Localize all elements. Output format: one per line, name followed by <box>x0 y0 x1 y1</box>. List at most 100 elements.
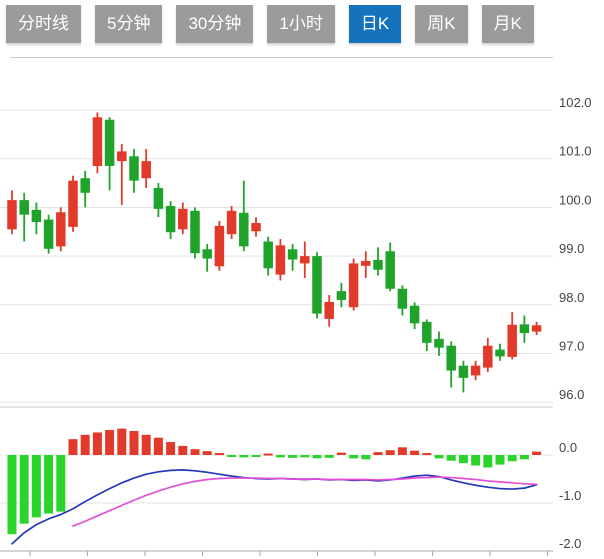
candle-13-down <box>153 183 164 218</box>
candle-28-down <box>336 282 347 308</box>
macd-histogram-bar-40-down <box>483 455 493 468</box>
candle-11-down <box>129 148 139 193</box>
candle-9-down <box>104 117 115 191</box>
macd-histogram-bar-12-up <box>141 434 151 455</box>
tab-2-item[interactable]: 5分钟 <box>95 5 163 43</box>
candle-29-up <box>348 258 359 311</box>
macd-histogram-bar-25-down <box>300 455 310 458</box>
kline-chart: 102.0 101.0 100.0 99.0 98.0 97.0 96.0 0.0 -1.0 -… <box>0 53 592 556</box>
candle-body <box>251 222 261 232</box>
tab-7-item[interactable]: 月K <box>481 5 534 43</box>
price-label-98.0: 98.0 <box>559 290 584 305</box>
candle-body <box>422 321 432 343</box>
price-axis-labels: 102.0 101.0 100.0 99.0 98.0 97.0 96.0 <box>559 95 592 402</box>
macd-lines <box>11 469 538 545</box>
macd-histogram-bar-42-down <box>507 455 517 462</box>
candle-body <box>117 151 127 162</box>
candle-10-up <box>117 144 127 205</box>
macd-histogram-bar-5-down <box>56 455 66 512</box>
macd-histogram-bar-8-up <box>92 432 102 455</box>
main-chart-plot-area[interactable] <box>0 53 553 411</box>
candle-39-up <box>470 360 481 381</box>
x-axis <box>0 550 553 556</box>
macd-histogram-bar-15-up <box>178 445 188 455</box>
macd-histogram <box>7 428 542 535</box>
candle-body <box>190 210 200 254</box>
macd-histogram-bar-43-down <box>519 455 529 460</box>
candle-body <box>275 245 286 275</box>
candle-body <box>361 260 371 266</box>
candle-30-up <box>361 251 371 279</box>
candle-21-up <box>251 217 261 237</box>
price-label-99.0: 99.0 <box>559 241 584 256</box>
macd-histogram-bar-10-up <box>117 428 127 455</box>
candle-body <box>31 209 42 223</box>
candle-body <box>495 349 505 357</box>
candle-body <box>409 305 420 324</box>
macd-label-0.0: 0.0 <box>559 440 577 455</box>
tab-1-item[interactable]: 分时线 <box>6 5 81 43</box>
candle-2-down <box>19 192 29 242</box>
macd-histogram-bar-14-up <box>166 442 176 455</box>
candle-body <box>19 200 29 215</box>
candle-body <box>7 200 17 230</box>
candle-body <box>141 161 151 179</box>
tab-4-item[interactable]: 1小时 <box>267 5 335 43</box>
price-label-101.0: 101.0 <box>559 144 592 159</box>
price-label-102.0: 102.0 <box>559 95 592 110</box>
candle-26-down <box>312 252 322 319</box>
candle-43-down <box>519 315 530 343</box>
candle-12-up <box>141 148 151 188</box>
candle-19-up <box>226 205 237 240</box>
candle-42-up <box>507 312 517 360</box>
candle-33-down <box>397 285 408 316</box>
macd-histogram-bar-44-up <box>532 451 542 455</box>
price-label-96.0: 96.0 <box>559 387 584 402</box>
macd-histogram-bar-22-up <box>263 453 273 456</box>
candle-body <box>92 117 103 167</box>
macd-histogram-bar-21-down <box>251 455 261 457</box>
macd-histogram-bar-23-down <box>275 455 285 458</box>
tab-6-item[interactable]: 周K <box>415 5 468 43</box>
candle-15-up <box>178 202 188 235</box>
macd-histogram-bar-39-down <box>471 455 481 466</box>
candle-1-up <box>7 190 17 235</box>
candle-body <box>324 301 334 319</box>
candle-body <box>129 156 139 181</box>
candle-32-down <box>385 242 395 292</box>
candle-body <box>507 324 517 357</box>
tab-3-item[interactable]: 30分钟 <box>176 5 254 43</box>
candle-22-down <box>263 236 273 276</box>
macd-histogram-bar-2-down <box>19 455 29 524</box>
macd-histogram-bar-28-up <box>336 452 346 455</box>
candle-body <box>239 212 249 247</box>
candle-body <box>446 345 456 371</box>
candle-17-down <box>202 243 212 272</box>
candle-body <box>336 291 347 300</box>
candle-4-down <box>43 214 54 254</box>
macd-plot-area[interactable] <box>0 417 553 551</box>
macd-histogram-bar-6-up <box>68 439 78 455</box>
macd-histogram-bar-36-down <box>434 455 444 459</box>
candle-body <box>43 219 54 249</box>
macd-histogram-bar-13-up <box>153 437 163 455</box>
macd-histogram-bar-18-up <box>214 453 224 456</box>
candle-body <box>531 325 542 332</box>
candle-36-down <box>434 331 444 356</box>
candle-25-up <box>300 241 310 279</box>
candle-44-up <box>531 321 542 335</box>
candle-body <box>385 251 395 289</box>
candle-body <box>68 180 78 227</box>
tab-5-active[interactable]: 日K <box>348 5 402 43</box>
macd-histogram-bar-20-down <box>239 455 249 458</box>
macd-label--2.0: -2.0 <box>559 536 581 551</box>
candle-41-down <box>495 343 505 361</box>
macd-histogram-bar-30-down <box>361 455 371 460</box>
macd-histogram-bar-4-down <box>44 455 54 514</box>
macd-histogram-bar-9-up <box>105 430 115 455</box>
candle-body <box>56 212 66 247</box>
tab-bar: 分时线 5分钟 30分钟 1小时 日K 周K 月K <box>0 0 604 43</box>
macd-histogram-bar-33-up <box>397 447 407 455</box>
candle-27-up <box>324 295 334 327</box>
candlestick-series <box>7 112 542 393</box>
